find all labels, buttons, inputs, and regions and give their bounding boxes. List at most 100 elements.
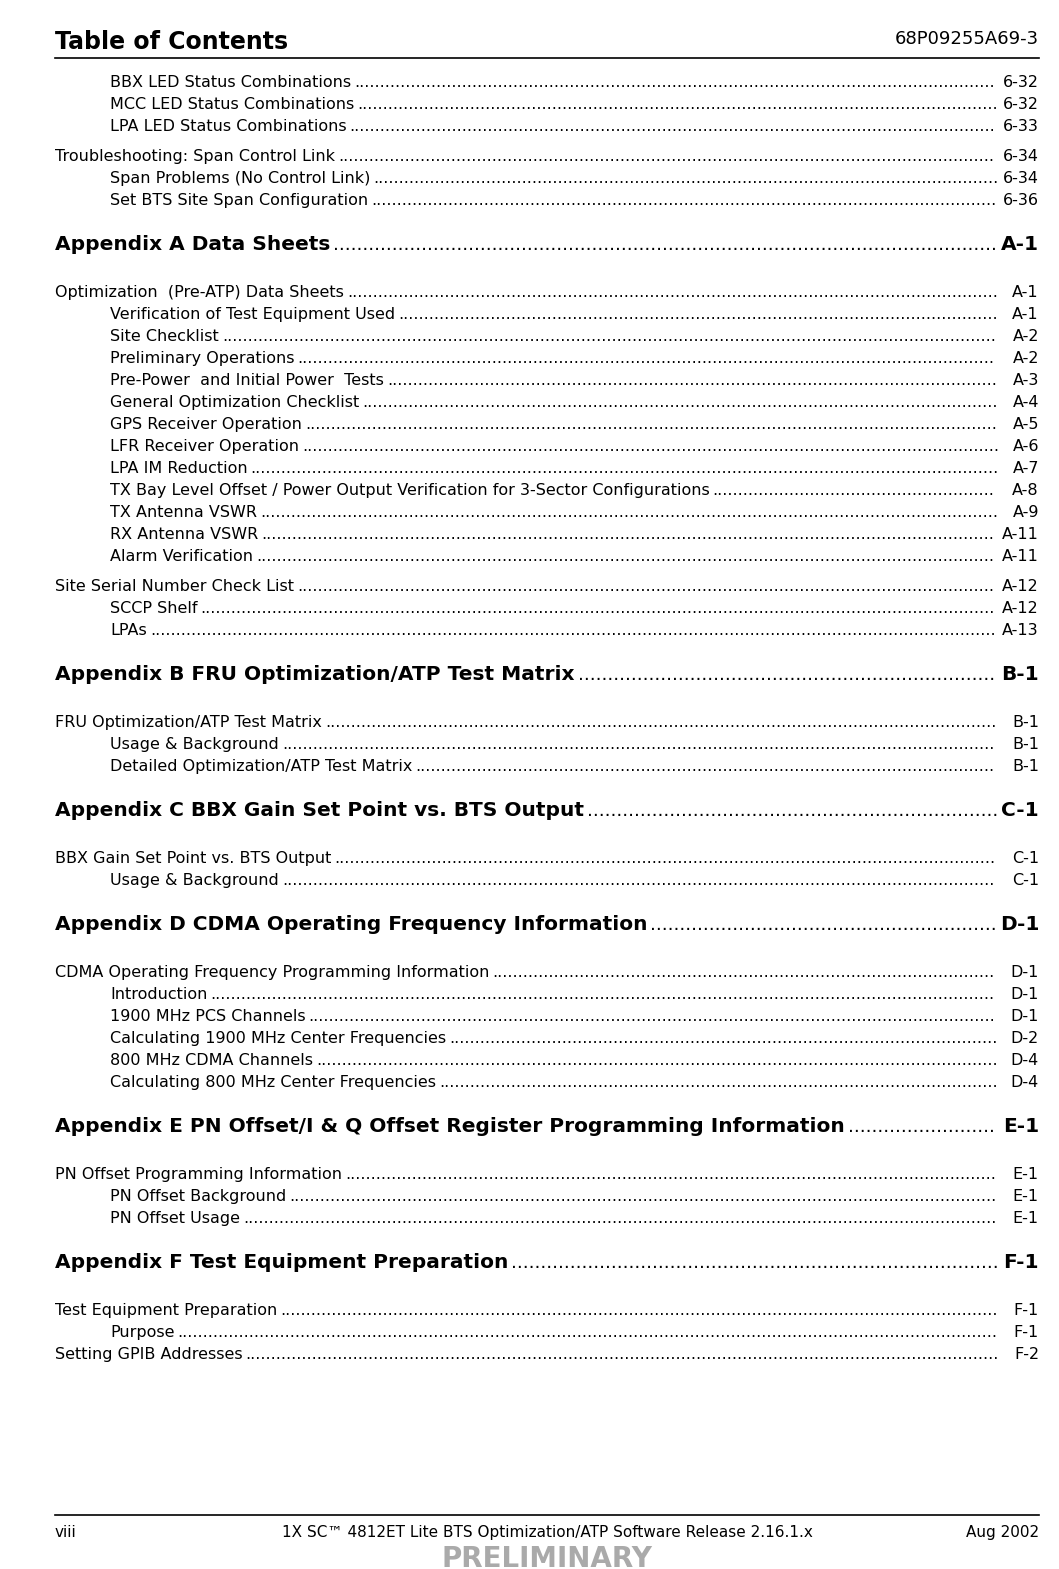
Text: 1900 MHz PCS Channels: 1900 MHz PCS Channels [110, 1009, 306, 1025]
Text: C-1: C-1 [1012, 850, 1039, 866]
Text: SCCP Shelf: SCCP Shelf [110, 601, 197, 617]
Text: Appendix F Test Equipment Preparation: Appendix F Test Equipment Preparation [55, 1254, 508, 1272]
Text: Site Serial Number Check List: Site Serial Number Check List [55, 579, 294, 595]
Text: ................................................................................: ........................................… [362, 395, 998, 410]
Text: Usage & Background: Usage & Background [110, 872, 279, 888]
Text: Detailed Optimization/ATP Test Matrix: Detailed Optimization/ATP Test Matrix [110, 759, 412, 774]
Text: FRU Optimization/ATP Test Matrix: FRU Optimization/ATP Test Matrix [55, 715, 322, 730]
Text: ................................................................................: ........................................… [439, 1075, 998, 1090]
Text: Calculating 800 MHz Center Frequencies: Calculating 800 MHz Center Frequencies [110, 1075, 436, 1090]
Text: ................................................................................: ........................................… [149, 623, 995, 639]
Text: LPA LED Status Combinations: LPA LED Status Combinations [110, 119, 346, 133]
Text: ................................................................................: ........................................… [298, 351, 994, 366]
Text: Appendix D CDMA Operating Frequency Information: Appendix D CDMA Operating Frequency Info… [55, 915, 647, 934]
Text: ................................................................................: ........................................… [398, 308, 998, 322]
Text: RX Antenna VSWR: RX Antenna VSWR [110, 527, 258, 541]
Text: B-1: B-1 [1012, 715, 1039, 730]
Text: LPA IM Reduction: LPA IM Reduction [110, 461, 248, 475]
Text: ................................................................................: ........................................… [243, 1211, 997, 1225]
Text: CDMA Operating Frequency Programming Information: CDMA Operating Frequency Programming Inf… [55, 965, 489, 981]
Text: ................................................................................: ........................................… [246, 1348, 999, 1362]
Text: B-1: B-1 [1012, 737, 1039, 752]
Text: TX Bay Level Offset / Power Output Verification for 3-Sector Configurations: TX Bay Level Offset / Power Output Verif… [110, 483, 710, 497]
Text: ................................................................................: ........................................… [338, 149, 994, 165]
Text: ................................................................................: ........................................… [357, 97, 998, 111]
Text: ................................................................................: ........................................… [256, 549, 994, 563]
Text: B-1: B-1 [1012, 759, 1039, 774]
Text: Calculating 1900 MHz Center Frequencies: Calculating 1900 MHz Center Frequencies [110, 1031, 446, 1047]
Text: 6-36: 6-36 [1003, 193, 1039, 209]
Text: A-11: A-11 [1002, 527, 1039, 541]
Text: Site Checklist: Site Checklist [110, 329, 219, 344]
Text: B-1: B-1 [1002, 665, 1039, 684]
Text: ................................................................................: ........................................… [316, 1053, 998, 1068]
Text: A-1: A-1 [1001, 235, 1039, 254]
Text: ................................................................................: ........................................… [354, 75, 994, 89]
Text: D-4: D-4 [1010, 1075, 1039, 1090]
Text: Purpose: Purpose [110, 1324, 175, 1340]
Text: A-12: A-12 [1002, 601, 1039, 617]
Text: BBX Gain Set Point vs. BTS Output: BBX Gain Set Point vs. BTS Output [55, 850, 331, 866]
Text: ................................................................................: ........................................… [262, 527, 994, 541]
Text: A-12: A-12 [1002, 579, 1039, 595]
Text: Troubleshooting: Span Control Link: Troubleshooting: Span Control Link [55, 149, 335, 165]
Text: Test Equipment Preparation: Test Equipment Preparation [55, 1302, 277, 1318]
Text: Preliminary Operations: Preliminary Operations [110, 351, 294, 366]
Text: Set BTS Site Span Configuration: Set BTS Site Span Configuration [110, 193, 369, 209]
Text: ................................................................................: ........................................… [334, 235, 998, 254]
Text: ................................................................................: ........................................… [251, 461, 999, 475]
Text: Alarm Verification: Alarm Verification [110, 549, 253, 563]
Text: PN Offset Background: PN Offset Background [110, 1189, 286, 1203]
Text: D-2: D-2 [1010, 1031, 1039, 1047]
Text: ................................................................................: ........................................… [371, 193, 997, 209]
Text: ................................................................................: ........................................… [449, 1031, 998, 1047]
Text: Span Problems (No Control Link): Span Problems (No Control Link) [110, 171, 371, 187]
Text: F-1: F-1 [1013, 1302, 1039, 1318]
Text: A-11: A-11 [1002, 549, 1039, 563]
Text: 6-33: 6-33 [1003, 119, 1039, 133]
Text: A-2: A-2 [1012, 329, 1039, 344]
Text: ................................................................................: ........................................… [297, 579, 994, 595]
Text: A-2: A-2 [1012, 351, 1039, 366]
Text: C-1: C-1 [1002, 802, 1039, 821]
Text: MCC LED Status Combinations: MCC LED Status Combinations [110, 97, 355, 111]
Text: GPS Receiver Operation: GPS Receiver Operation [110, 417, 302, 431]
Text: ................................................................................: ........................................… [289, 1189, 997, 1203]
Text: ................................................................................: ........................................… [178, 1324, 998, 1340]
Text: Aug 2002: Aug 2002 [966, 1525, 1039, 1541]
Text: ................................................................................: ........................................… [211, 987, 994, 1003]
Text: A-9: A-9 [1012, 505, 1039, 519]
Text: D-4: D-4 [1010, 1053, 1039, 1068]
Text: E-1: E-1 [1003, 1117, 1039, 1136]
Text: A-3: A-3 [1012, 373, 1039, 388]
Text: ................................................................................: ........................................… [492, 965, 994, 981]
Text: E-1: E-1 [1012, 1167, 1039, 1181]
Text: A-1: A-1 [1012, 286, 1039, 300]
Text: ................................................................................: ........................................… [221, 329, 995, 344]
Text: A-13: A-13 [1003, 623, 1039, 639]
Text: C-1: C-1 [1012, 872, 1039, 888]
Text: ................................................................................: ........................................… [325, 715, 997, 730]
Text: General Optimization Checklist: General Optimization Checklist [110, 395, 359, 410]
Text: TX Antenna VSWR: TX Antenna VSWR [110, 505, 257, 519]
Text: Introduction: Introduction [110, 987, 208, 1003]
Text: F-2: F-2 [1013, 1348, 1039, 1362]
Text: ...........................................................: ........................................… [650, 915, 998, 934]
Text: D-1: D-1 [1000, 915, 1039, 934]
Text: 6-32: 6-32 [1003, 97, 1039, 111]
Text: .........................: ......................... [848, 1117, 994, 1136]
Text: ................................................................................: ........................................… [511, 1254, 999, 1272]
Text: Table of Contents: Table of Contents [55, 30, 288, 53]
Text: D-1: D-1 [1010, 1009, 1039, 1025]
Text: A-1: A-1 [1012, 308, 1039, 322]
Text: ................................................................................: ........................................… [302, 439, 999, 453]
Text: Appendix C BBX Gain Set Point vs. BTS Output: Appendix C BBX Gain Set Point vs. BTS Ou… [55, 802, 584, 821]
Text: Appendix E PN Offset/I & Q Offset Register Programming Information: Appendix E PN Offset/I & Q Offset Regist… [55, 1117, 845, 1136]
Text: Appendix A Data Sheets: Appendix A Data Sheets [55, 235, 330, 254]
Text: .......................................................................: ........................................… [577, 665, 994, 684]
Text: ................................................................................: ........................................… [261, 505, 998, 519]
Text: ................................................................................: ........................................… [335, 850, 995, 866]
Text: .......................................................: ........................................… [713, 483, 994, 497]
Text: Verification of Test Equipment Used: Verification of Test Equipment Used [110, 308, 395, 322]
Text: Optimization  (Pre-ATP) Data Sheets: Optimization (Pre-ATP) Data Sheets [55, 286, 344, 300]
